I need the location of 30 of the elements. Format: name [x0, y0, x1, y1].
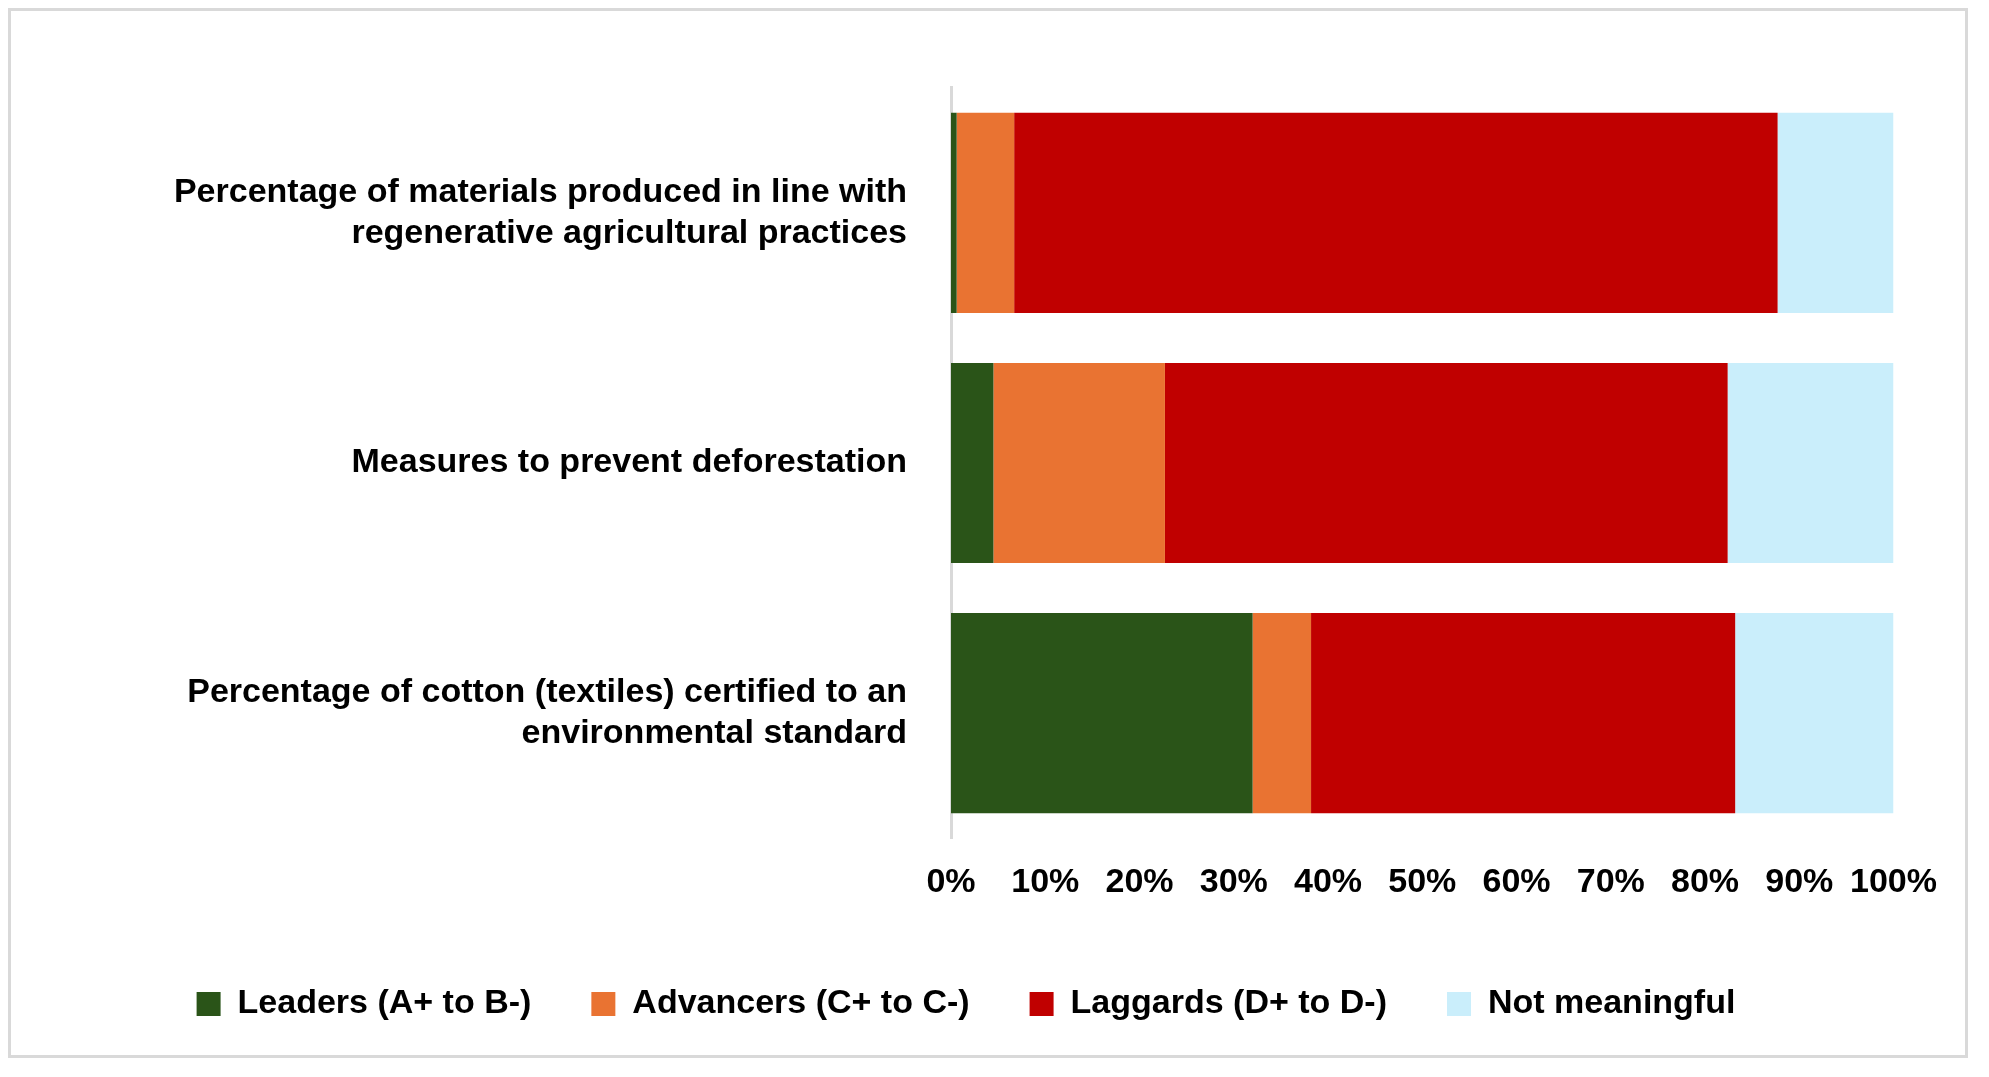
bar — [1311, 613, 1736, 814]
bar — [1164, 362, 1728, 564]
bar — [1735, 613, 1894, 814]
bar — [956, 112, 1015, 313]
legend-label: Leaders (A+ to B-) — [237, 982, 532, 1021]
x-tick-label: 40% — [1293, 860, 1363, 899]
bar — [993, 362, 1165, 564]
bar — [951, 613, 1253, 814]
x-tick-label: 80% — [1670, 860, 1740, 899]
x-tick-label: 30% — [1199, 860, 1268, 899]
bar — [951, 362, 994, 564]
x-tick-label: 50% — [1388, 860, 1457, 899]
x-tick-label: 60% — [1482, 860, 1551, 899]
y-tick-label: Percentage of materials produced in line with regenerative agricultural practices — [173, 170, 907, 250]
bar — [951, 112, 957, 313]
x-tick-label: 0% — [926, 860, 976, 899]
x-tick-label: 10% — [1011, 860, 1080, 899]
bar — [1252, 613, 1312, 814]
y-tick-label: Percentage of cotton (textiles) certified to an environmental standard — [187, 671, 907, 750]
x-tick-label: 70% — [1576, 860, 1645, 899]
x-tick-label: 100% — [1850, 860, 1937, 899]
bar — [1014, 112, 1778, 313]
legend-label: Not meaningful — [1487, 982, 1736, 1021]
y-tick-label: Measures to prevent deforestation — [351, 441, 907, 480]
legend-label: Laggards (D+ to D-) — [1070, 982, 1387, 1021]
x-tick-label: 90% — [1765, 860, 1834, 899]
legend-label: Advancers (C+ to C-) — [632, 982, 970, 1021]
x-tick-label: 20% — [1105, 860, 1174, 899]
bar — [1727, 362, 1894, 564]
bar — [1777, 112, 1894, 313]
